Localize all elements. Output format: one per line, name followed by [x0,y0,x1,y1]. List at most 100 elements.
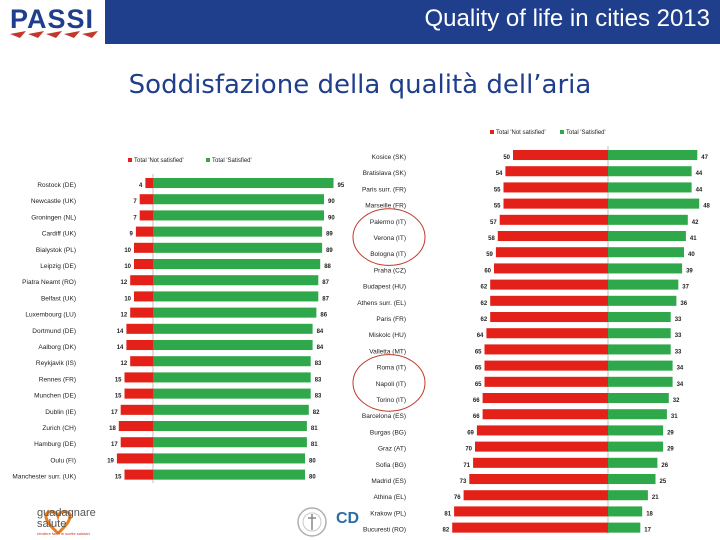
value-label-not-satisfied: 15 [115,377,122,383]
bar-not-satisfied [135,226,153,237]
value-label-not-satisfied: 14 [117,329,124,335]
category-label: Luxembourg (LU) [25,312,76,319]
bar-satisfied [153,372,311,383]
value-label-satisfied: 80 [309,475,316,481]
bar-not-satisfied [130,307,153,318]
bar-not-satisfied [120,404,153,415]
category-label: Bucuresti (RO) [363,527,406,534]
value-label-not-satisfied: 69 [467,430,474,436]
bar-not-satisfied [126,340,153,351]
logo-text: PASSI [10,4,94,34]
bar-not-satisfied [124,372,153,383]
category-label: Graz (AT) [378,446,406,453]
bar-not-satisfied [124,388,153,399]
bar-satisfied [608,522,641,533]
value-label-not-satisfied: 10 [124,264,131,270]
cd-mark: CD [336,510,360,527]
bar-not-satisfied [484,360,608,371]
bar-satisfied [153,356,311,367]
category-label: Barcelona (ES) [362,413,406,420]
value-label-not-satisfied: 10 [124,296,131,302]
bar-satisfied [153,453,305,464]
category-label: Krakow (PL) [370,510,406,517]
bar-not-satisfied [126,323,153,334]
bar-not-satisfied [469,474,608,485]
value-label-not-satisfied: 62 [481,301,488,307]
bar-satisfied [608,150,698,161]
legend-label-satisfied: Total 'Satisfied' [212,158,252,164]
value-label-not-satisfied: 65 [475,382,482,388]
category-label: Madrid (ES) [371,478,406,485]
category-label: Athina (EL) [373,494,406,501]
category-label: Piatra Neamt (RO) [22,279,76,286]
value-label-not-satisfied: 81 [444,511,451,517]
value-label-satisfied: 29 [667,447,674,453]
bar-satisfied [153,340,313,351]
bar-not-satisfied [116,453,153,464]
bar-satisfied [608,393,669,404]
bar-not-satisfied [139,210,153,221]
value-label-satisfied: 31 [671,414,678,420]
bar-satisfied [153,291,319,302]
bar-not-satisfied [134,259,153,270]
bar-not-satisfied [494,263,608,274]
header-bar: PASSI Quality of life in cities 2013 [0,0,720,44]
bar-not-satisfied [484,344,608,355]
logo-swoosh [10,31,98,38]
bar-not-satisfied [476,425,608,436]
bar-not-satisfied [497,231,608,242]
category-label: Kosice (SK) [372,154,406,161]
bar-satisfied [608,360,673,371]
value-label-satisfied: 40 [688,252,695,258]
bar-not-satisfied [118,421,153,432]
bar-not-satisfied [120,437,153,448]
category-label: Sofia (BG) [376,462,406,469]
category-label: Verona (IT) [373,235,406,242]
value-label-satisfied: 33 [675,333,682,339]
highlight-circle-italy-2 [352,354,426,412]
bar-not-satisfied [482,409,608,420]
bar-satisfied [153,437,307,448]
value-label-satisfied: 90 [328,199,335,205]
value-label-not-satisfied: 60 [484,268,491,274]
value-label-not-satisfied: 70 [465,447,472,453]
bar-not-satisfied [490,312,608,323]
bar-satisfied [153,194,324,205]
value-label-satisfied: 44 [696,187,703,193]
value-label-not-satisfied: 12 [121,280,128,286]
value-label-satisfied: 34 [677,382,684,388]
value-label-not-satisfied: 7 [133,199,137,205]
category-label: Hamburg (DE) [34,441,76,448]
value-label-satisfied: 17 [644,528,651,534]
header-band: Quality of life in cities 2013 [105,0,720,44]
category-label: Athens surr. (EL) [357,300,406,307]
category-label: Torino (IT) [376,397,406,404]
bar-satisfied [608,457,658,468]
category-label: Belfast (UK) [41,295,76,302]
category-label: Praha (CZ) [374,267,406,274]
value-label-not-satisfied: 9 [130,232,134,238]
bar-not-satisfied [513,150,608,161]
bar-satisfied [608,214,688,225]
footer-brand-line1: guadagnare [37,507,96,519]
category-label: Leipzig (DE) [40,263,76,270]
category-label: Rostock (DE) [37,182,76,189]
bar-satisfied [153,421,307,432]
chart-subtitle: Soddisfazione della qualità dell’aria [128,70,592,100]
legend-label-not-satisfied: Total 'Not satisfied' [134,158,184,164]
value-label-not-satisfied: 62 [481,317,488,323]
category-label: Cardiff (UK) [42,231,76,238]
value-label-not-satisfied: 55 [494,187,501,193]
bar-satisfied [608,425,664,436]
value-label-satisfied: 83 [315,377,322,383]
bar-not-satisfied [130,356,153,367]
guadagnare-salute-logo [44,510,72,535]
category-label: Napoli (IT) [376,381,406,388]
bar-satisfied [608,344,671,355]
value-label-not-satisfied: 17 [111,410,118,416]
value-label-satisfied: 87 [322,296,329,302]
value-label-satisfied: 26 [661,463,668,469]
bar-satisfied [608,506,643,517]
value-label-not-satisfied: 12 [121,313,128,319]
category-label: Marseille (FR) [365,203,406,210]
